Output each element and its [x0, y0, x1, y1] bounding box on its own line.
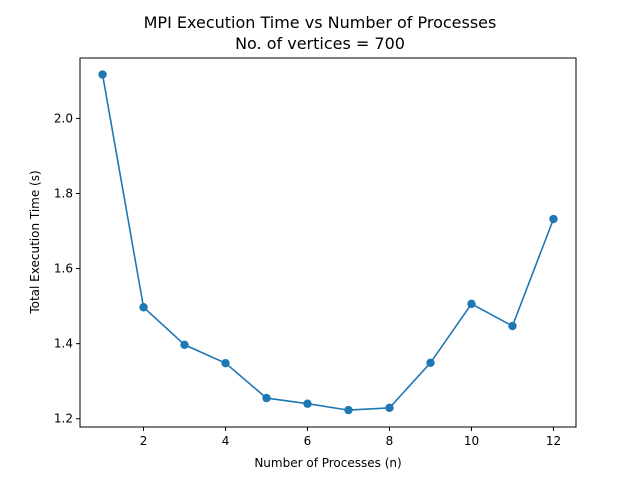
y-axis-label: Total Execution Time (s) [28, 170, 42, 314]
data-point [180, 340, 189, 349]
chart-title: MPI Execution Time vs Number of Processe… [144, 13, 497, 32]
x-tick-label: 2 [140, 434, 148, 448]
data-point [467, 299, 476, 309]
plot-area [79, 57, 577, 428]
data-point [98, 70, 107, 79]
x-tick-label: 6 [304, 434, 312, 448]
y-tick-label: 2.0 [54, 111, 73, 125]
data-point [303, 399, 312, 408]
series-line [101, 74, 555, 411]
y-tick-label: 1.2 [54, 412, 73, 426]
data-point [426, 358, 435, 368]
x-tick-label: 12 [546, 434, 561, 448]
chart-subtitle: No. of vertices = 700 [235, 34, 405, 53]
x-tick-label: 10 [464, 434, 479, 448]
x-axis: 2 4 6 8 10 12 [140, 427, 561, 448]
data-point [549, 214, 558, 224]
data-point [262, 393, 271, 403]
y-tick-label: 1.4 [54, 337, 73, 351]
data-point [139, 303, 148, 312]
data-point [221, 358, 230, 368]
series-layer [98, 70, 558, 415]
y-axis: 1.2 1.4 1.6 1.8 2.0 [54, 111, 80, 426]
x-tick-label: 8 [386, 434, 394, 448]
y-tick-label: 1.6 [54, 262, 73, 276]
data-point [344, 405, 353, 415]
x-tick-label: 4 [222, 434, 230, 448]
x-axis-label: Number of Processes (n) [254, 456, 401, 470]
data-point [508, 321, 517, 331]
data-point [385, 403, 394, 413]
y-tick-label: 1.8 [54, 187, 73, 201]
